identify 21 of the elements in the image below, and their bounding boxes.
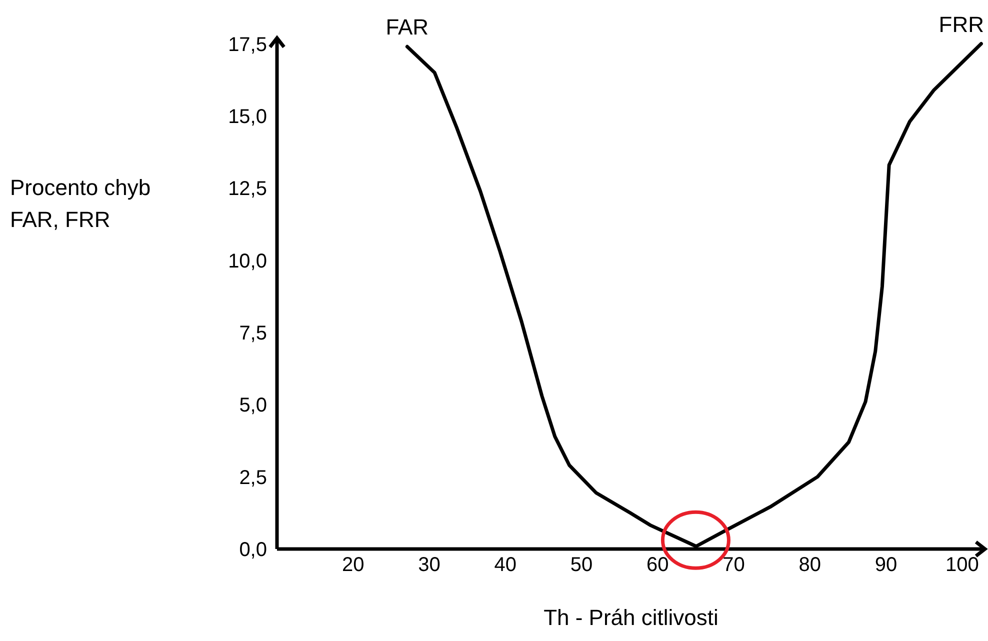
y-tick-label: 5,0 — [239, 394, 267, 417]
y-tick-label: 17,5 — [228, 34, 267, 56]
series-label: FAR — [386, 14, 429, 40]
y-tick-label: 12,5 — [228, 178, 267, 200]
y-tick-label: 2,5 — [239, 466, 267, 489]
x-tick-label: 60 — [646, 554, 669, 576]
x-tick-label: 50 — [570, 554, 593, 576]
x-tick-label: 90 — [874, 554, 898, 576]
y-tick-label: 0,0 — [239, 539, 267, 562]
series-label: FRR — [938, 12, 984, 37]
y-tick-label: 10,0 — [228, 250, 267, 272]
x-axis-title: Th - Práh citlivosti — [542, 605, 720, 631]
y-tick-label: 15,0 — [228, 106, 267, 128]
x-tick-label: 20 — [342, 554, 364, 576]
x-tick-label: 80 — [798, 554, 822, 576]
x-tick-label: 100 — [945, 554, 979, 576]
x-tick-label: 40 — [494, 554, 517, 576]
y-tick-label: 7,5 — [239, 322, 267, 345]
x-tick-label: 70 — [722, 554, 745, 576]
y-axis-title: Procento chyb FAR, FRR — [10, 174, 151, 234]
x-tick-label: 30 — [418, 554, 440, 576]
